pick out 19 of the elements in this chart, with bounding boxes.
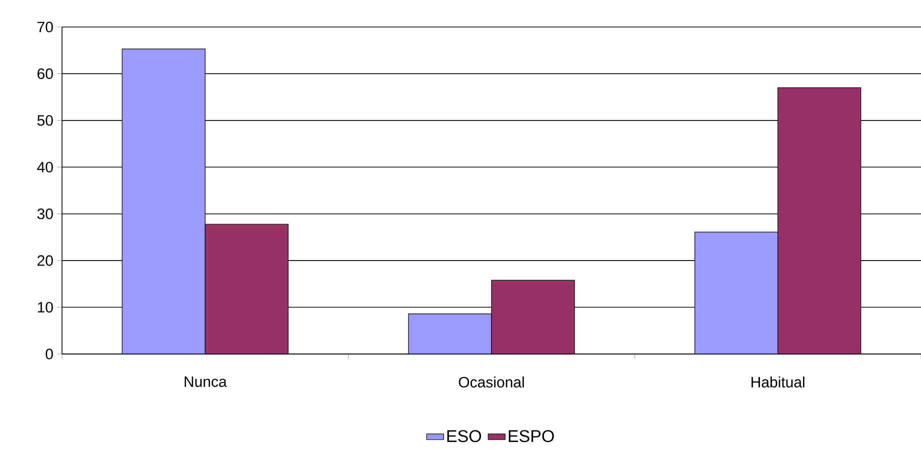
y-tick-label: 60: [38, 68, 53, 80]
bar: [408, 314, 492, 354]
y-tick-label: 10: [38, 302, 53, 313]
x-tick-label: Habitual: [752, 376, 804, 388]
bar: [491, 280, 575, 354]
bar: [122, 48, 206, 354]
bar: [204, 224, 289, 354]
y-tick-label: 20: [38, 255, 53, 266]
y-tick-label: 0: [46, 348, 53, 360]
bar: [694, 232, 778, 354]
bar: [778, 87, 862, 354]
legend-label: ESPO: [508, 430, 554, 442]
y-tick-label: 30: [37, 208, 53, 220]
y-tick-label: 50: [37, 115, 53, 126]
legend-label: ESO: [447, 430, 482, 442]
x-tick-label: Nunca: [184, 376, 227, 387]
y-tick-label: 40: [37, 162, 53, 172]
x-tick-label: Ocasional: [458, 376, 524, 388]
y-tick-label: 70: [38, 22, 53, 32]
